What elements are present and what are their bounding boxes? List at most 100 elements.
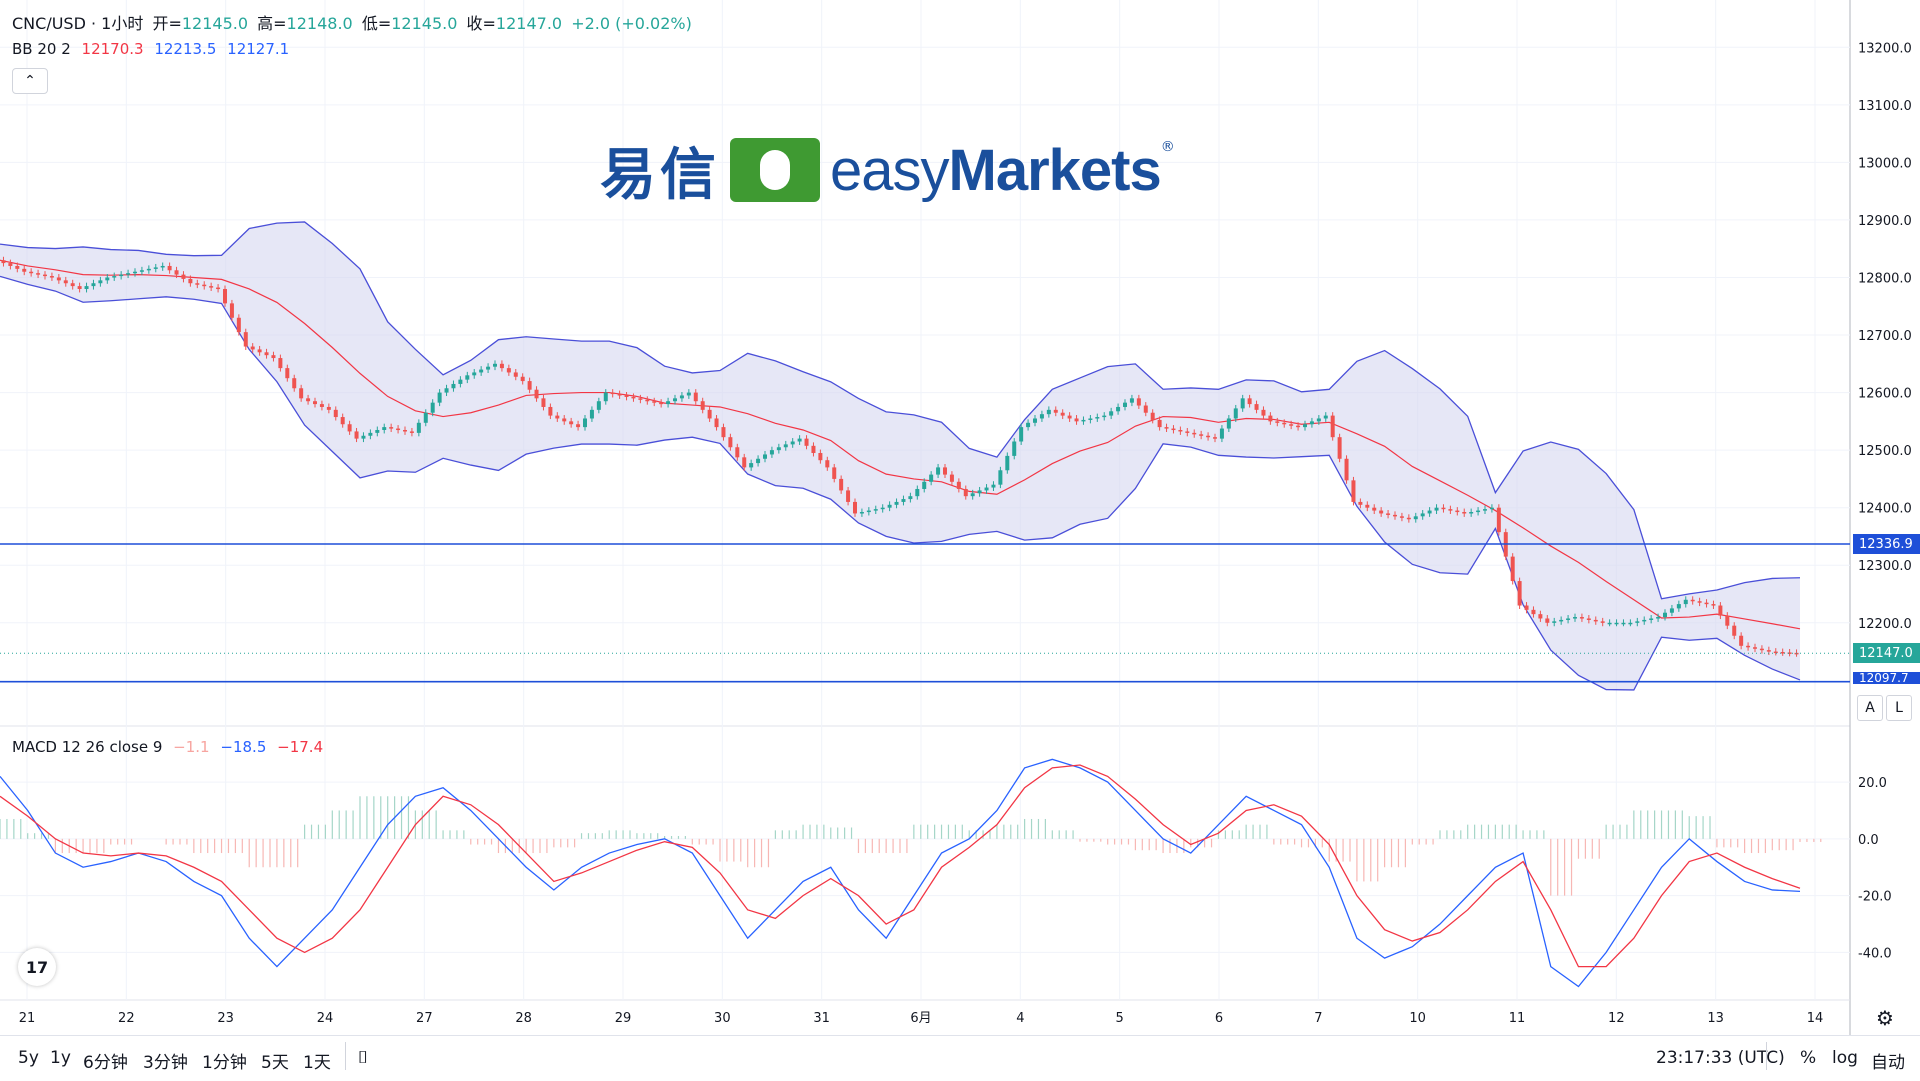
time-tick-label: 29 xyxy=(615,1011,632,1026)
candle-body xyxy=(686,392,691,396)
candle-body xyxy=(1753,647,1757,649)
candle-body xyxy=(1330,415,1335,438)
time-tick-label: 7 xyxy=(1314,1011,1322,1026)
candle-body xyxy=(326,406,331,410)
tradingview-logo[interactable]: 17 xyxy=(18,948,56,986)
percent-scale-button[interactable]: % xyxy=(1800,1048,1817,1068)
price-tick-label: 12900.0 xyxy=(1858,214,1912,229)
candle-body xyxy=(908,496,913,500)
bb-fill xyxy=(0,221,1800,690)
candle-body xyxy=(534,389,539,399)
candle-body xyxy=(769,450,774,455)
toolbar-divider xyxy=(345,1042,346,1070)
candle-body xyxy=(133,271,137,274)
candle-body xyxy=(638,398,643,400)
horizontal-lines[interactable] xyxy=(0,543,1850,683)
candle-body xyxy=(1489,507,1494,510)
candle-body xyxy=(153,267,158,269)
timeframe-1min[interactable]: 1分钟 xyxy=(202,1053,247,1073)
candle-body xyxy=(1718,605,1723,616)
timeframe-5d[interactable]: 5天 xyxy=(261,1053,289,1073)
candle-body xyxy=(776,447,781,451)
time-tick-label: 22 xyxy=(118,1011,135,1026)
candle-body xyxy=(368,432,373,436)
candle-body xyxy=(493,363,497,367)
candle-body xyxy=(1033,418,1037,423)
calendar-range-icon[interactable]: ⌷ xyxy=(358,1048,369,1068)
time-axis[interactable]: 21 22 23 24 27 28 29 30 31 6月 4 5 6 7 10 11 12 13 14 xyxy=(19,1011,1824,1026)
candle-body xyxy=(1171,428,1176,431)
price-axis[interactable]: 13200.0 13100.0 13000.0 12900.0 12800.0 12700… xyxy=(1858,41,1912,961)
utc-clock[interactable]: 23:17:33 (UTC) xyxy=(1656,1048,1785,1068)
bb-mid-value: 12170.3 xyxy=(81,40,144,58)
macd-legend[interactable]: MACD 12 26 close 9 −1.1 −18.5 −17.4 xyxy=(12,738,329,756)
settings-gear-icon[interactable]: ⚙ xyxy=(1876,1006,1894,1030)
symbol-legend: CNC/USD · 1小时 开=12145.0 高=12148.0 低=1214… xyxy=(12,10,696,34)
candle-body xyxy=(1531,609,1536,615)
log-scale-button[interactable]: L xyxy=(1886,695,1912,721)
time-tick-label: 5 xyxy=(1116,1011,1124,1026)
candle-body xyxy=(1462,512,1467,514)
candle-body xyxy=(1261,409,1266,416)
candle-body xyxy=(167,265,172,271)
candle-body xyxy=(735,447,740,458)
candle-body xyxy=(1213,437,1217,439)
auto-scale-toggle[interactable]: 自动 xyxy=(1871,1053,1905,1073)
bottom-toolbar xyxy=(0,1035,1920,1081)
candle-body xyxy=(472,372,477,376)
symbol-title[interactable]: CNC/USD · 1小时 xyxy=(12,14,144,33)
time-tick-label: 28 xyxy=(515,1011,532,1026)
candle-body xyxy=(873,509,878,511)
candle-body xyxy=(1566,618,1571,620)
candle-body xyxy=(1247,398,1252,405)
candle-body xyxy=(984,487,989,491)
time-tick-label: 12 xyxy=(1608,1011,1625,1026)
candle-body xyxy=(333,409,338,418)
candle-body xyxy=(1621,622,1626,625)
candle-body xyxy=(790,441,795,445)
collapse-legend-button[interactable]: ⌃ xyxy=(12,68,48,94)
timeframe-6min[interactable]: 6分钟 xyxy=(83,1053,128,1073)
log-scale-toggle[interactable]: log xyxy=(1832,1048,1858,1068)
auto-scale-button[interactable]: A xyxy=(1857,695,1883,721)
candle-body xyxy=(1081,419,1086,422)
macd-label: MACD 12 26 close 9 xyxy=(12,738,163,756)
bb-upper-line xyxy=(0,221,1801,600)
candle-body xyxy=(1614,622,1619,625)
candle-body xyxy=(202,284,207,287)
candle-body xyxy=(1206,435,1211,438)
candle-body xyxy=(1129,398,1134,403)
timeframe-5y[interactable]: 5y xyxy=(18,1048,39,1068)
candle-body xyxy=(319,404,324,407)
bb-upper-value: 12213.5 xyxy=(154,40,217,58)
time-tick-label: 6 xyxy=(1215,1011,1223,1026)
candle-body xyxy=(1697,601,1702,603)
timeframe-1d[interactable]: 1天 xyxy=(303,1053,331,1073)
timeframe-1y[interactable]: 1y xyxy=(50,1048,71,1068)
candle-body xyxy=(1732,625,1737,636)
candle-body xyxy=(652,401,657,403)
candle-body xyxy=(839,478,844,491)
candle-body xyxy=(1088,418,1093,420)
high-label: 高= xyxy=(257,14,287,33)
candle-body xyxy=(389,427,394,429)
candle-body xyxy=(1005,455,1010,471)
candle-body xyxy=(749,463,754,468)
price-tag-current: 12147.0 xyxy=(1853,643,1920,664)
candle-body xyxy=(1275,421,1280,423)
candle-body xyxy=(1552,621,1557,623)
candle-body xyxy=(645,399,650,402)
time-tick-label: 14 xyxy=(1807,1011,1824,1026)
candle-body xyxy=(56,277,61,281)
timeframe-3min[interactable]: 3分钟 xyxy=(143,1053,188,1073)
candle-body xyxy=(285,368,290,379)
bollinger-legend[interactable]: BB 20 2 12170.3 12213.5 12127.1 xyxy=(12,40,295,58)
candle-body xyxy=(555,415,560,419)
candle-body xyxy=(361,435,366,439)
candle-body xyxy=(569,421,574,425)
logo-en-text: easyMarkets xyxy=(830,137,1162,204)
candle-body xyxy=(91,283,96,287)
bb-lower-value: 12127.1 xyxy=(227,40,290,58)
candle-body xyxy=(1573,617,1577,619)
